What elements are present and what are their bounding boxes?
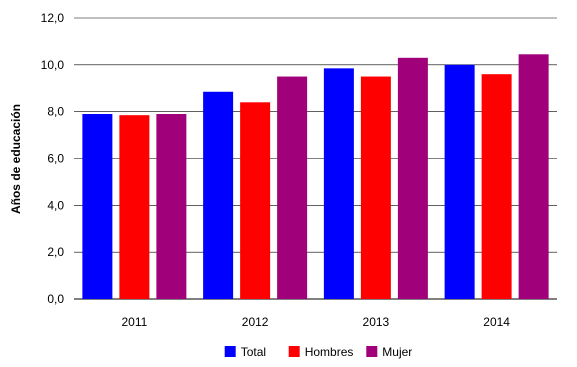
- legend-swatch-mujer: [366, 346, 378, 357]
- bar-total-2011: [82, 114, 113, 299]
- bar-mujer-2012: [277, 76, 308, 300]
- bar-mujer-2011: [156, 114, 187, 299]
- x-axis-ticks: 2011 2012 2013 2014: [121, 315, 510, 329]
- legend-swatch-total: [224, 346, 236, 357]
- bar-total-2013: [323, 68, 354, 300]
- legend-label-total: Total: [241, 345, 266, 359]
- gridlines: [74, 17, 557, 300]
- y-tick-label: 12,0: [41, 11, 65, 25]
- bar-total-2014: [444, 64, 475, 299]
- bar-hombres-2012: [240, 102, 271, 299]
- y-axis-label: Años de educación: [9, 104, 23, 214]
- bar-hombres-2014: [481, 74, 512, 299]
- x-tick-label: 2011: [121, 315, 147, 329]
- legend: Total Hombres Mujer: [224, 345, 412, 359]
- legend-label-mujer: Mujer: [382, 345, 412, 359]
- legend-swatch-hombres: [288, 346, 300, 357]
- y-tick-label: 10,0: [41, 58, 65, 72]
- bar-hombres-2011: [119, 115, 150, 299]
- legend-label-hombres: Hombres: [305, 345, 354, 359]
- y-tick-label: 8,0: [47, 105, 64, 119]
- y-tick-label: 4,0: [47, 198, 64, 212]
- x-tick-label: 2014: [483, 315, 510, 329]
- bars: [82, 54, 549, 300]
- y-tick-label: 6,0: [47, 152, 64, 166]
- bar-hombres-2013: [360, 76, 391, 300]
- x-tick-label: 2012: [242, 315, 269, 329]
- bar-mujer-2014: [518, 54, 549, 299]
- bar-mujer-2013: [397, 57, 428, 299]
- x-tick-label: 2013: [363, 315, 390, 329]
- bar-total-2012: [203, 91, 234, 299]
- y-tick-label: 2,0: [47, 245, 64, 259]
- y-tick-label: 0,0: [47, 292, 64, 306]
- y-axis-ticks: 0,0 2,0 4,0 6,0 8,0 10,0 12,0: [41, 11, 65, 306]
